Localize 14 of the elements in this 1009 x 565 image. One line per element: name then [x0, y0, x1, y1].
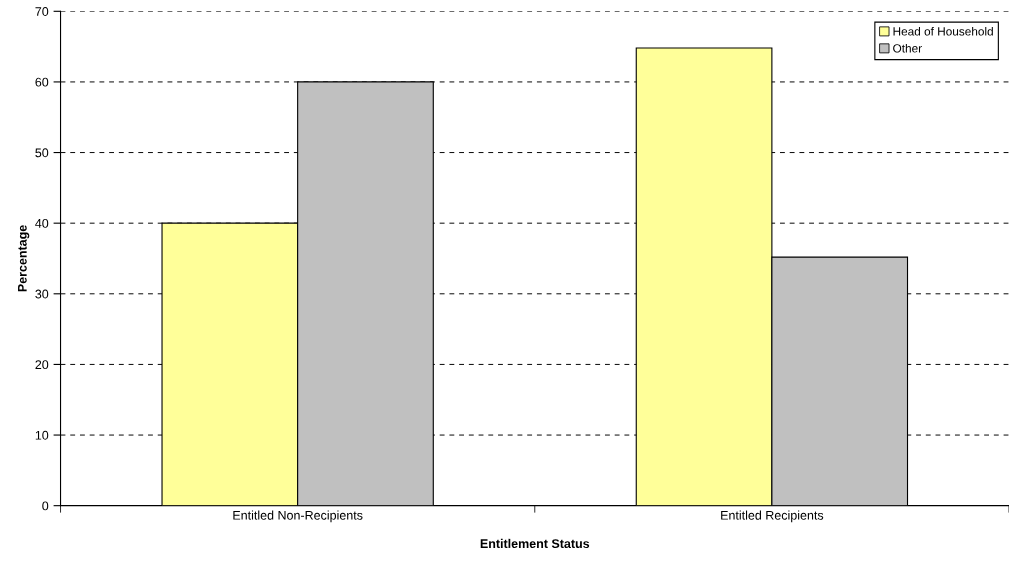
x-tick-label: Entitled Non-Recipients: [233, 510, 363, 523]
y-axis-title: Percentage: [18, 225, 30, 292]
legend-label: Head of Household: [893, 26, 993, 36]
y-tick-label: 10: [35, 430, 49, 440]
y-tick-label: 40: [35, 218, 49, 228]
y-tick-label: 50: [35, 148, 49, 158]
y-tick-label: 20: [35, 360, 49, 370]
y-tick-label: 70: [35, 7, 49, 16]
y-tick-label: 0: [42, 501, 49, 511]
y-tick-label: 30: [35, 289, 49, 299]
x-tick-label: Entitled Recipients: [721, 510, 824, 523]
legend-label: Other: [893, 43, 922, 53]
y-tick-label: 60: [35, 77, 49, 87]
x-axis-title: Entitlement Status: [480, 538, 590, 549]
